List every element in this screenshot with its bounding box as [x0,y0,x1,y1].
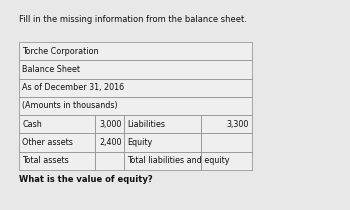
Bar [201,133,252,152]
Text: Equity: Equity [127,138,152,147]
Bar [19,60,252,79]
Bar [94,152,124,170]
Bar [19,152,95,170]
Bar [94,133,124,152]
Bar [19,115,95,133]
Text: Other assets: Other assets [22,138,73,147]
Text: Cash: Cash [22,120,42,129]
Text: What is the value of equity?: What is the value of equity? [19,175,153,184]
Text: 3,300: 3,300 [227,120,249,129]
Text: Fill in the missing information from the balance sheet.: Fill in the missing information from the… [19,15,247,24]
Bar [94,115,124,133]
Text: Torche Corporation: Torche Corporation [22,47,99,56]
Text: 3,000: 3,000 [99,120,121,129]
Text: 2,400: 2,400 [99,138,121,147]
Bar [201,115,252,133]
Text: Total assets: Total assets [22,156,69,165]
Text: Liabilities: Liabilities [127,120,165,129]
Bar [19,79,252,97]
Bar [19,97,252,115]
Bar [19,42,252,60]
Bar [124,115,201,133]
Text: (Amounts in thousands): (Amounts in thousands) [22,101,118,110]
Bar [19,133,95,152]
Text: As of December 31, 2016: As of December 31, 2016 [22,83,124,92]
Text: Total liabilities and equity: Total liabilities and equity [127,156,230,165]
Text: Balance Sheet: Balance Sheet [22,65,80,74]
Bar [124,133,201,152]
Bar [201,152,252,170]
Bar [124,152,201,170]
